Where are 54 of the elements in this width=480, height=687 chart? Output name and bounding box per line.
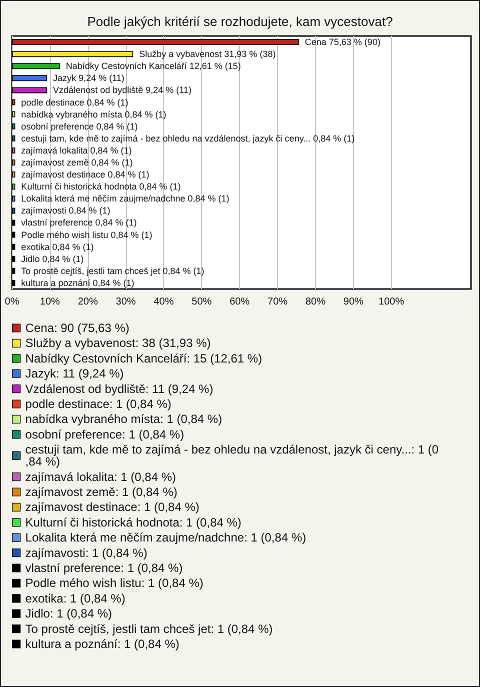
x-tick-label: 100% xyxy=(378,296,404,308)
legend-label: Vzdálenost od bydliště: 11 (9,24 %) xyxy=(25,382,214,396)
data-label: Lokalita která me něčím zaujme/nadchne 0,84 % (1) xyxy=(21,194,230,204)
data-label: kultura a poznání 0,84 % (1) xyxy=(21,278,134,288)
x-tick-label: 20% xyxy=(78,296,98,308)
data-label: vlastní preference 0,84 % (1) xyxy=(21,218,137,228)
legend-label: Cena: 90 (75,63 %) xyxy=(25,321,130,335)
data-label: osobní preference 0,84 % (1) xyxy=(21,121,138,132)
x-tick-label: 30% xyxy=(116,296,136,308)
data-label: Kulturní či historická hodnota 0,84 % (1) xyxy=(21,182,181,192)
data-label: To prostě cejtíš, jestli tam chceš jet 0,84 % (1) xyxy=(21,266,204,276)
data-label: Podle mého wish listu 0,84 % (1) xyxy=(21,230,152,240)
legend-label: zajímavosti: 1 (0,84 %) xyxy=(25,546,148,560)
data-label: podle destinace 0,84 % (1) xyxy=(21,97,128,108)
data-label: Jazyk 9,24 % (11) xyxy=(53,73,124,84)
x-tick-label: 50% xyxy=(192,296,212,308)
legend-label: osobní preference: 1 (0,84 %) xyxy=(25,427,184,442)
legend-label: vlastní preference: 1 (0,84 %) xyxy=(25,561,183,575)
x-tick-label: 90% xyxy=(343,296,364,308)
data-label: Cena 75,63 % (90) xyxy=(304,37,380,48)
legend-label: zajímavost země: 1 (0,84 %) xyxy=(25,485,178,499)
data-label: zajímavosti 0,84 % (1) xyxy=(21,206,110,216)
legend-label: zajímavost destinace: 1 (0,84 %) xyxy=(25,500,200,514)
legend-label: kultura a poznání: 1 (0,84 %) xyxy=(25,637,180,651)
legend-label: exotika: 1 (0,84 %) xyxy=(25,591,126,606)
data-label: Vzdálenost od bydliště 9,24 % (11) xyxy=(53,85,192,96)
legend-label: Podle mého wish listu: 1 (0,84 %) xyxy=(25,576,204,590)
legend-label: zajímavá lokalita: 1 (0,84 %) xyxy=(25,470,176,484)
x-tick-label: 70% xyxy=(268,296,288,308)
x-tick-label: 60% xyxy=(230,296,250,308)
x-tick-label: 80% xyxy=(305,296,326,308)
data-label: Služby a vybavenost 31,93 % (38) xyxy=(139,49,276,60)
x-tick-label: 0% xyxy=(4,296,20,308)
data-label: cestuji tam, kde mě to zajímá - bez ohledu na vzdálenost, jazyk či ceny... 0,84 % (1) xyxy=(21,133,355,144)
data-label: nabídka vybraného místa 0,84 % (1) xyxy=(21,109,166,120)
x-tick-label: 40% xyxy=(154,296,174,308)
legend-label: To prostě cejtíš, jestli tam chceš jet: 1 (0,84 %) xyxy=(25,622,273,636)
data-label: exotika 0,84 % (1) xyxy=(21,242,94,252)
data-label: Nabídky Cestovních Kanceláří 12,61 % (15) xyxy=(66,61,241,72)
legend-label: Kulturní či historická hodnota: 1 (0,84 %) xyxy=(25,515,242,530)
data-label: zajímavost země 0,84 % (1) xyxy=(21,158,133,168)
legend-label: podle destinace: 1 (0,84 %) xyxy=(25,397,172,411)
legend-label: Jidlo: 1 (0,84 %) xyxy=(25,606,112,621)
x-tick-label: 10% xyxy=(40,296,60,308)
data-label: zajímavost destinace 0,84 % (1) xyxy=(21,170,150,180)
legend-label: Služby a vybavenost: 38 (31,93 %) xyxy=(25,336,211,350)
legend-label: Lokalita která me něčím zaujme/nadchne: 1 (0,84 %) xyxy=(25,530,306,545)
legend-label: Jazyk: 11 (9,24 %) xyxy=(25,366,124,381)
legend-label: cestuji tam, kde mě to zajímá - bez ohledu na vzdálenost, jazyk či ceny...: 1 (0,84 %) xyxy=(25,442,439,469)
data-label: zajímavá lokalita 0,84 % (1) xyxy=(21,145,132,156)
chart-title: Podle jakých kritérií se rozhodujete, kam vycestovat? xyxy=(87,14,393,29)
data-label: Jidlo 0,84 % (1) xyxy=(21,254,84,264)
legend-label: Nabídky Cestovních Kanceláří: 15 (12,61 %) xyxy=(25,351,262,366)
legend-label: nabídka vybraného místa: 1 (0,84 %) xyxy=(25,412,222,426)
